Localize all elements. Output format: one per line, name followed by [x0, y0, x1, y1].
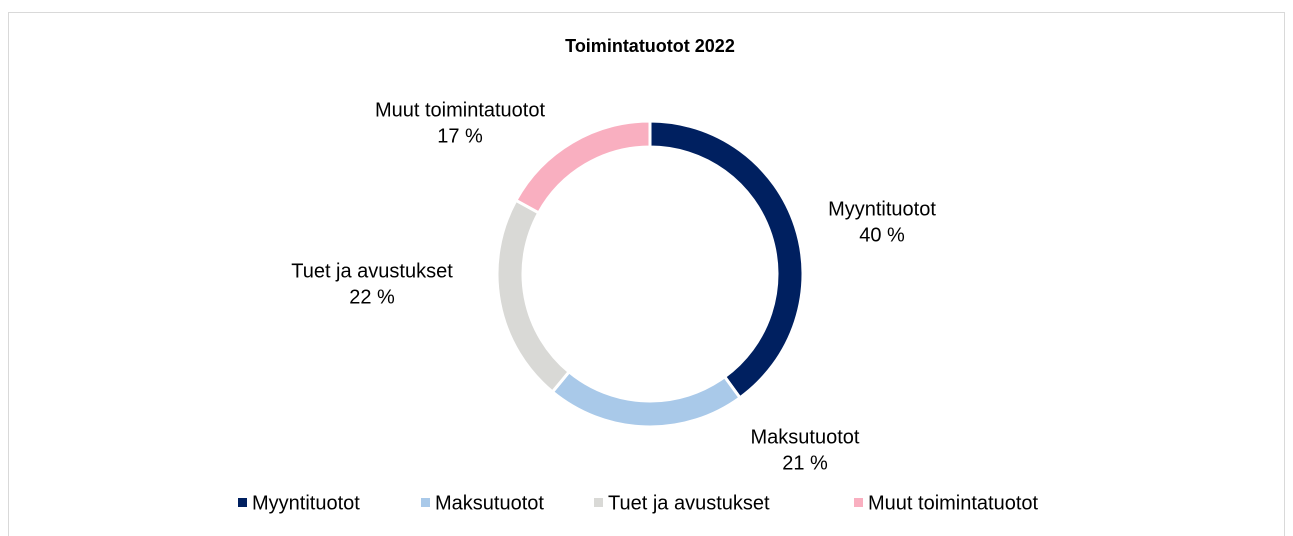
data-label-name: Muut toimintatuotot — [375, 99, 546, 121]
data-label-name: Myyntituotot — [828, 198, 936, 220]
data-label-name: Maksutuotot — [751, 426, 860, 448]
legend-marker — [238, 498, 247, 507]
data-label-value: 21 % — [782, 452, 828, 474]
legend-marker — [594, 498, 603, 507]
data-label-value: 40 % — [859, 224, 905, 246]
legend-label: Maksutuotot — [435, 492, 544, 514]
legend-label: Muut toimintatuotot — [868, 492, 1039, 514]
chart-border — [8, 12, 1285, 536]
legend-marker — [421, 498, 430, 507]
donut-segment — [513, 119, 652, 215]
legend-label: Myyntituotot — [252, 492, 360, 514]
data-label-value: 22 % — [349, 286, 395, 308]
chart-title: Toimintatuotot 2022 — [565, 36, 735, 56]
data-label-name: Tuet ja avustukset — [291, 260, 453, 282]
legend-label: Tuet ja avustukset — [608, 492, 770, 514]
legend-marker — [854, 498, 863, 507]
data-label-value: 17 % — [437, 125, 483, 147]
